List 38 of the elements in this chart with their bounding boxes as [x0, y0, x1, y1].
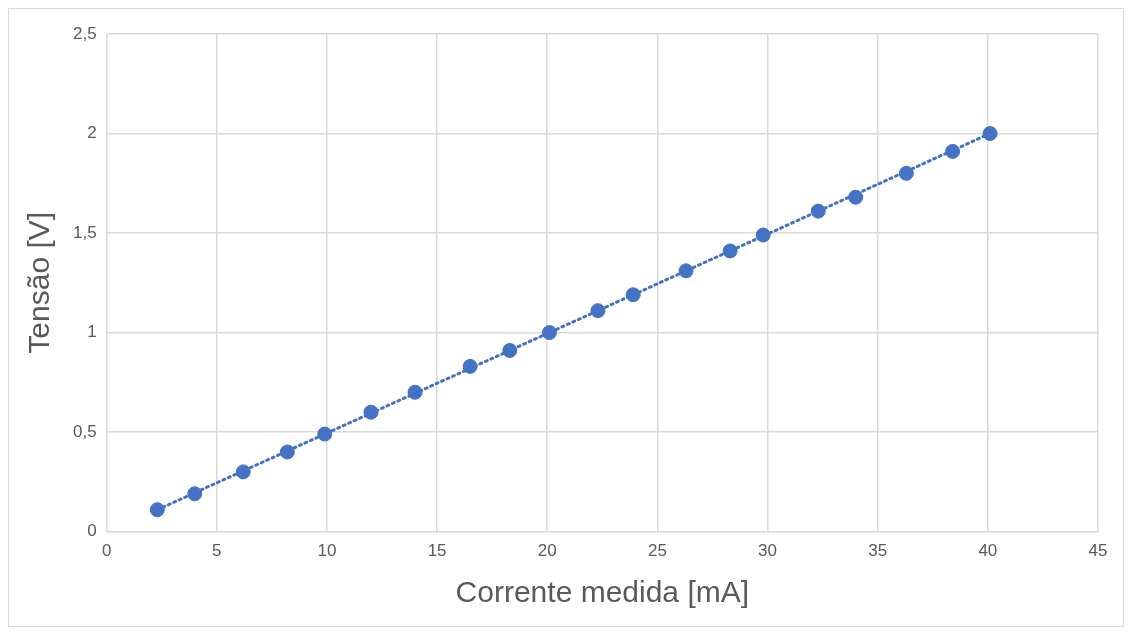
y-tick-label: 1,5 [72, 222, 97, 242]
x-tick-label: 20 [537, 541, 557, 561]
x-tick-label: 40 [978, 541, 998, 561]
y-tick-label: 2,5 [72, 23, 97, 43]
x-tick-label: 30 [758, 541, 778, 561]
y-tick-label: 0,5 [72, 421, 97, 441]
y-axis-title: Tensão [V] [22, 211, 56, 354]
point [722, 243, 738, 259]
x-tick-label: 10 [317, 541, 337, 561]
y-tick-label: 0 [87, 521, 97, 541]
point [982, 126, 998, 142]
point [590, 303, 606, 319]
point [625, 287, 641, 303]
x-tick-label: 0 [101, 541, 112, 561]
point [755, 227, 771, 243]
point [317, 426, 333, 442]
point [541, 325, 557, 341]
point [898, 165, 914, 181]
point [678, 263, 694, 279]
point [279, 444, 295, 460]
x-tick-label: 15 [427, 541, 447, 561]
x-tick-label: 5 [212, 541, 222, 561]
x-axis-title: Corrente medida [mA] [455, 575, 750, 609]
point [363, 404, 379, 420]
x-tick-label: 25 [647, 541, 667, 561]
point [848, 189, 864, 205]
point [187, 486, 203, 502]
point [810, 203, 826, 219]
point [502, 342, 518, 358]
y-tick-label: 2 [87, 123, 97, 143]
point [945, 143, 961, 159]
x-tick-label: 35 [868, 541, 888, 561]
point [462, 358, 478, 374]
y-tick-label: 1 [87, 322, 97, 342]
point [149, 502, 165, 518]
point [407, 384, 423, 400]
x-tick-label: 45 [1088, 541, 1108, 561]
point [235, 464, 251, 480]
